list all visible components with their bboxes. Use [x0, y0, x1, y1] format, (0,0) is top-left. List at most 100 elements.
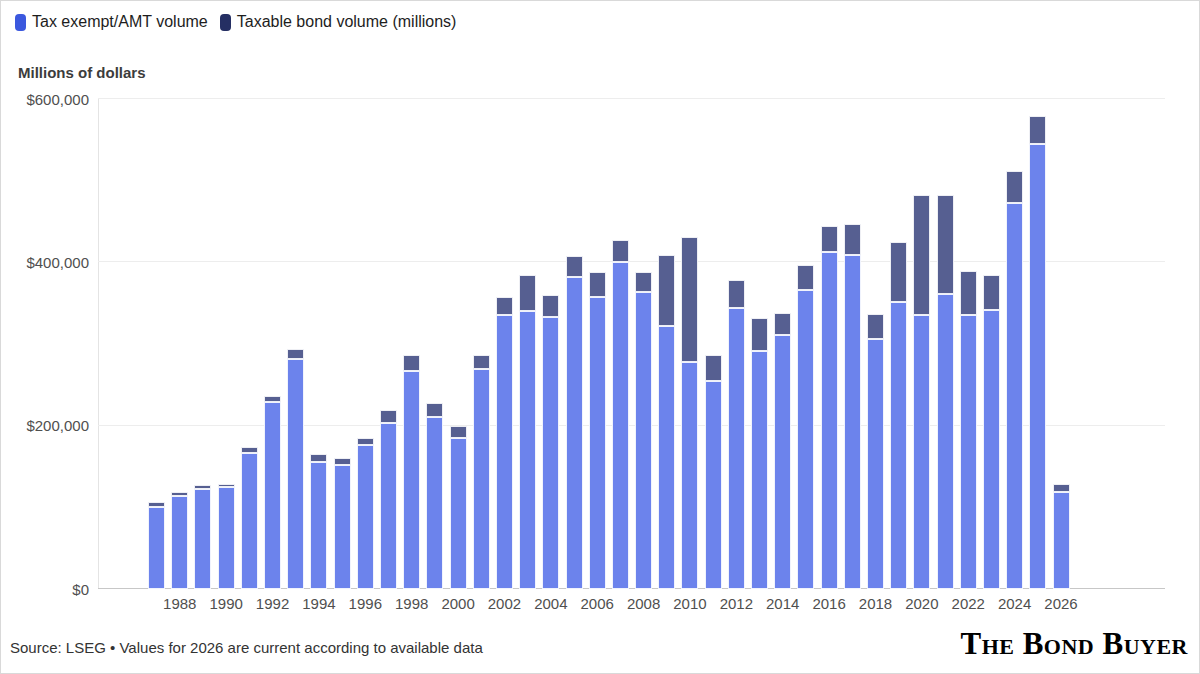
bar-1990-tax-exempt[interactable]: [218, 487, 235, 589]
bar-1987-taxable[interactable]: [148, 502, 165, 507]
x-tick-label-2004: 2004: [528, 595, 574, 612]
bar-2012-taxable[interactable]: [728, 280, 745, 308]
bar-1996-tax-exempt[interactable]: [357, 445, 374, 589]
bar-2001-tax-exempt[interactable]: [473, 369, 490, 590]
bar-1997-tax-exempt[interactable]: [380, 423, 397, 589]
bar-2004-tax-exempt[interactable]: [542, 317, 559, 589]
bar-2020-tax-exempt[interactable]: [913, 315, 930, 589]
bar-1995-taxable[interactable]: [334, 458, 351, 465]
bar-2016-tax-exempt[interactable]: [821, 252, 838, 589]
bar-1991-taxable[interactable]: [241, 447, 258, 453]
legend-label-taxable: Taxable bond volume (millions): [237, 13, 457, 31]
bar-2023-taxable[interactable]: [983, 275, 1000, 309]
bar-2019-taxable[interactable]: [890, 242, 907, 301]
x-tick-label-1996: 1996: [342, 595, 388, 612]
x-tick-label-1988: 1988: [157, 595, 203, 612]
bar-2011-taxable[interactable]: [705, 355, 722, 381]
bar-1998-taxable[interactable]: [403, 355, 420, 370]
bar-1992-taxable[interactable]: [264, 396, 281, 402]
bar-2015-tax-exempt[interactable]: [797, 290, 814, 589]
x-tick-label-1998: 1998: [389, 595, 435, 612]
taxable-swatch-icon: [220, 14, 231, 31]
bar-2021-taxable[interactable]: [937, 195, 954, 293]
bar-2003-tax-exempt[interactable]: [519, 311, 536, 589]
bar-1999-taxable[interactable]: [426, 403, 443, 417]
bar-2005-tax-exempt[interactable]: [566, 277, 583, 589]
x-tick-label-2026: 2026: [1038, 595, 1084, 612]
bar-2019-tax-exempt[interactable]: [890, 302, 907, 589]
x-tick-label-2002: 2002: [481, 595, 527, 612]
y-axis-line: [98, 98, 99, 589]
y-tick-label-200000: $200,000: [0, 417, 89, 434]
y-tick-label-600000: $600,000: [0, 90, 89, 107]
bar-1987-tax-exempt[interactable]: [148, 507, 165, 589]
bar-2017-tax-exempt[interactable]: [844, 255, 861, 589]
bar-2024-taxable[interactable]: [1006, 171, 1023, 202]
bar-2007-taxable[interactable]: [612, 240, 629, 262]
bar-2006-tax-exempt[interactable]: [589, 297, 606, 589]
bar-2012-tax-exempt[interactable]: [728, 308, 745, 589]
bar-2002-tax-exempt[interactable]: [496, 315, 513, 589]
bar-2016-taxable[interactable]: [821, 226, 838, 252]
bar-1998-tax-exempt[interactable]: [403, 371, 420, 589]
bar-2024-tax-exempt[interactable]: [1006, 203, 1023, 589]
bar-2009-tax-exempt[interactable]: [658, 326, 675, 589]
bar-2015-taxable[interactable]: [797, 265, 814, 290]
bar-2025-taxable[interactable]: [1029, 116, 1046, 144]
bar-2011-tax-exempt[interactable]: [705, 381, 722, 589]
tax-exempt-swatch-icon: [15, 14, 26, 31]
bar-2005-taxable[interactable]: [566, 256, 583, 277]
bar-2010-tax-exempt[interactable]: [681, 362, 698, 589]
bar-2021-tax-exempt[interactable]: [937, 294, 954, 589]
bar-2020-taxable[interactable]: [913, 195, 930, 315]
bar-2010-taxable[interactable]: [681, 237, 698, 362]
x-tick-label-2012: 2012: [713, 595, 759, 612]
y-tick-label-400000: $400,000: [0, 253, 89, 270]
bar-1992-tax-exempt[interactable]: [264, 402, 281, 589]
bar-2023-tax-exempt[interactable]: [983, 310, 1000, 589]
bar-2017-taxable[interactable]: [844, 224, 861, 256]
bar-2000-taxable[interactable]: [450, 426, 467, 438]
bar-2014-tax-exempt[interactable]: [774, 335, 791, 589]
bar-1990-taxable[interactable]: [218, 484, 235, 487]
bar-2026-tax-exempt[interactable]: [1053, 492, 1070, 589]
bar-1996-taxable[interactable]: [357, 438, 374, 445]
y-tick-label-0: $0: [0, 580, 89, 597]
bar-1995-tax-exempt[interactable]: [334, 465, 351, 589]
gridline-0: [98, 588, 1165, 589]
bar-1997-taxable[interactable]: [380, 410, 397, 423]
legend-item-taxable: Taxable bond volume (millions): [220, 13, 457, 31]
bar-2013-tax-exempt[interactable]: [751, 351, 768, 589]
bar-1999-tax-exempt[interactable]: [426, 417, 443, 589]
bar-2004-taxable[interactable]: [542, 295, 559, 317]
bar-1988-tax-exempt[interactable]: [171, 496, 188, 589]
chart-title: Millions of dollars: [18, 64, 146, 81]
bar-1994-tax-exempt[interactable]: [310, 462, 327, 589]
bar-2009-taxable[interactable]: [658, 255, 675, 326]
bar-1993-taxable[interactable]: [287, 349, 304, 358]
bar-2018-taxable[interactable]: [867, 314, 884, 339]
bar-2003-taxable[interactable]: [519, 275, 536, 311]
x-tick-label-1992: 1992: [250, 595, 296, 612]
bar-2007-tax-exempt[interactable]: [612, 262, 629, 589]
bar-2013-taxable[interactable]: [751, 318, 768, 351]
bar-2008-taxable[interactable]: [635, 272, 652, 292]
bar-1989-taxable[interactable]: [194, 485, 211, 489]
bar-1988-taxable[interactable]: [171, 492, 188, 496]
bar-1991-tax-exempt[interactable]: [241, 453, 258, 589]
bar-2000-tax-exempt[interactable]: [450, 438, 467, 589]
bar-1994-taxable[interactable]: [310, 454, 327, 462]
bar-2002-taxable[interactable]: [496, 297, 513, 315]
bar-2022-taxable[interactable]: [960, 271, 977, 316]
bar-2022-tax-exempt[interactable]: [960, 315, 977, 589]
bar-1993-tax-exempt[interactable]: [287, 359, 304, 589]
bar-2026-taxable[interactable]: [1053, 484, 1070, 492]
bar-1989-tax-exempt[interactable]: [194, 489, 211, 589]
bar-2006-taxable[interactable]: [589, 272, 606, 297]
bar-2018-tax-exempt[interactable]: [867, 339, 884, 589]
x-tick-label-2010: 2010: [667, 595, 713, 612]
bar-2014-taxable[interactable]: [774, 313, 791, 336]
bar-2025-tax-exempt[interactable]: [1029, 144, 1046, 589]
bar-2008-tax-exempt[interactable]: [635, 292, 652, 589]
bar-2001-taxable[interactable]: [473, 355, 490, 368]
